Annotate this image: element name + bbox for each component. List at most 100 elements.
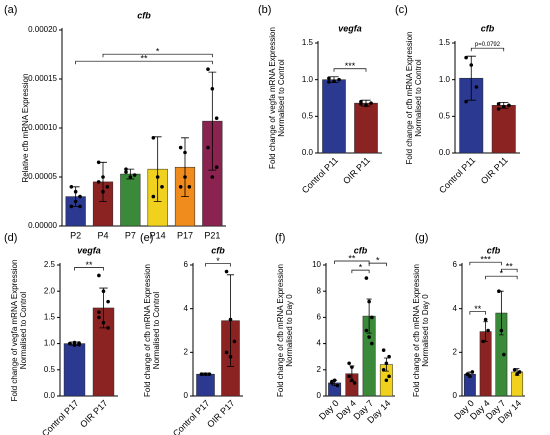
data-point	[364, 103, 368, 108]
data-point	[106, 299, 110, 304]
bar	[120, 173, 141, 227]
data-point	[501, 105, 506, 109]
y-tick-label: 4	[317, 339, 322, 348]
x-tick-label: OIR P11	[479, 155, 510, 186]
data-point	[155, 175, 160, 179]
data-point	[210, 87, 215, 91]
significance-label: *	[359, 262, 363, 272]
y-tick-label: 2	[184, 347, 189, 356]
data-point	[73, 189, 78, 194]
data-point	[207, 372, 212, 376]
data-point	[337, 77, 341, 82]
data-point	[68, 341, 72, 346]
significance-bracket	[334, 260, 370, 264]
data-point	[228, 317, 233, 322]
significance-label: **	[348, 253, 356, 263]
chart-title: cfb	[487, 245, 501, 255]
data-point	[178, 145, 183, 150]
panel-label: (e)	[140, 232, 153, 244]
bar	[491, 105, 516, 154]
data-point	[474, 85, 479, 89]
data-point	[72, 343, 77, 347]
y-tick-label: 0	[317, 391, 322, 400]
data-point	[232, 339, 237, 344]
significance-label: *	[216, 256, 220, 266]
data-point	[72, 340, 77, 345]
bar	[322, 79, 346, 154]
data-point	[384, 361, 389, 366]
x-tick-label: P14	[150, 230, 166, 240]
y-tick-label: 0	[453, 391, 458, 400]
y-tick-label: 0.00020	[28, 25, 57, 34]
significance-label: *	[156, 47, 160, 57]
y-tick-label: 0.00005	[28, 172, 57, 181]
data-point	[97, 273, 101, 278]
data-point	[330, 379, 334, 384]
significance-bracket	[351, 269, 370, 274]
panel-label: (g)	[415, 232, 428, 244]
data-point	[187, 185, 192, 189]
data-point	[69, 185, 74, 189]
data-point	[465, 372, 470, 376]
data-point	[381, 368, 386, 372]
y-tick-label: 1.0	[439, 75, 451, 84]
data-point	[464, 55, 468, 60]
data-point	[327, 80, 331, 84]
chart-title: cfb	[211, 245, 225, 255]
y-tick-label: 0.00010	[28, 123, 57, 132]
data-point	[370, 315, 374, 320]
y-tick-label: 0.0	[302, 148, 314, 157]
data-point	[132, 173, 137, 177]
data-point	[369, 101, 373, 105]
data-point	[73, 199, 78, 204]
y-tick-label: 1.5	[44, 313, 56, 322]
data-point	[327, 76, 331, 80]
x-tick-label: P2	[70, 230, 81, 240]
y-axis-label: Fold change of cfb mRNA Expression	[412, 264, 421, 397]
y-tick-label: 1.0	[44, 339, 56, 348]
y-axis-label: Fold change of cfb mRNA Expression	[405, 32, 414, 165]
data-point	[347, 361, 351, 366]
x-tick-label: OIR P17	[78, 398, 109, 429]
x-tick-label: P4	[97, 230, 108, 240]
data-point	[228, 354, 233, 359]
y-tick-label: 6	[453, 260, 458, 269]
significance-bracket	[75, 60, 213, 65]
data-point	[96, 160, 101, 165]
significance-label: ***	[345, 61, 356, 71]
data-point	[364, 328, 369, 333]
data-point	[183, 150, 187, 155]
y-tick-label: 0.5	[44, 365, 56, 374]
significance-label: **	[85, 260, 93, 270]
data-point	[464, 99, 468, 104]
y-axis-label: Normalised to Control	[414, 59, 423, 137]
y-axis-label: Normalised to Control	[277, 59, 286, 137]
data-point	[347, 374, 351, 379]
bar	[196, 373, 215, 397]
data-point	[105, 185, 110, 189]
chart-title: vegfa	[338, 23, 362, 33]
data-point	[496, 102, 501, 106]
x-tick-label: OIR P11	[341, 155, 372, 186]
data-point	[151, 136, 156, 140]
chart-title: cfb	[354, 245, 368, 255]
y-axis-label: Fold change of vegfa mRNA Expression	[268, 27, 277, 169]
data-point	[101, 320, 106, 325]
y-tick-label: 4	[184, 304, 189, 313]
data-point	[124, 170, 128, 174]
y-axis-label: Normalised to Control	[19, 292, 28, 370]
data-point	[381, 348, 386, 352]
data-point	[214, 116, 219, 120]
data-point	[350, 378, 354, 383]
y-tick-label: 0.0	[44, 391, 56, 400]
data-point	[470, 370, 475, 374]
y-tick-label: 0	[184, 391, 189, 400]
data-point	[206, 145, 210, 150]
data-point	[101, 189, 105, 194]
data-point	[335, 383, 340, 388]
data-point	[178, 185, 183, 189]
y-tick-label: 1.5	[302, 38, 314, 47]
x-tick-label: P21	[204, 230, 220, 240]
data-point	[77, 341, 81, 345]
